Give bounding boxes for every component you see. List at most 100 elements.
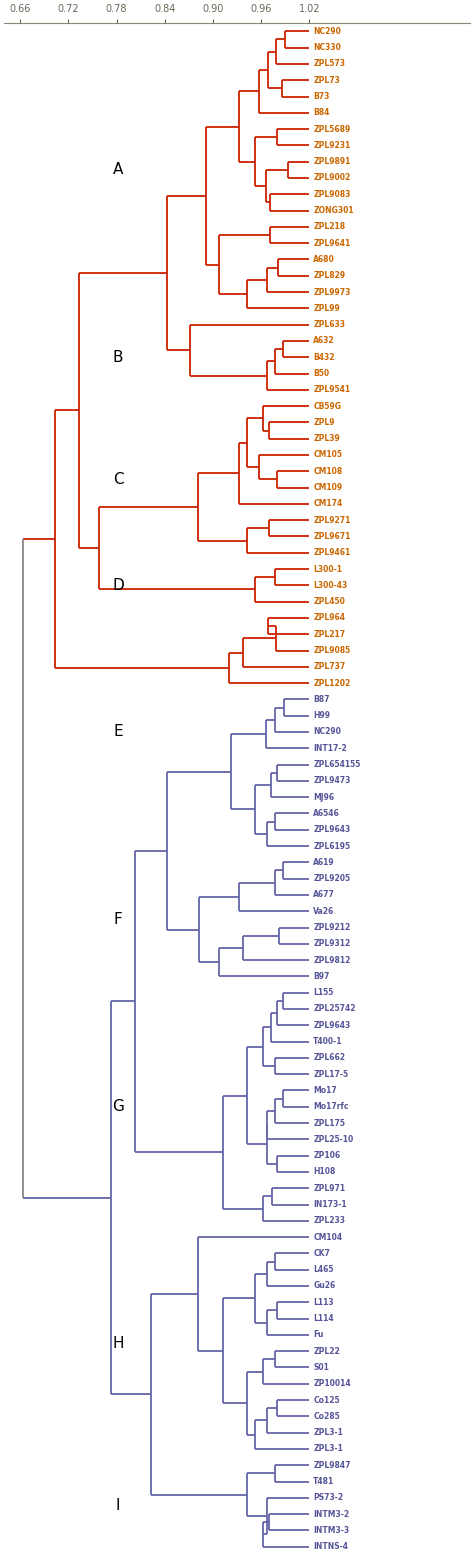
Text: B87: B87 xyxy=(313,695,330,705)
Text: I: I xyxy=(116,1498,120,1514)
Text: ZPL99: ZPL99 xyxy=(313,304,340,313)
Text: NC290: NC290 xyxy=(313,728,341,736)
Text: ZPL25-10: ZPL25-10 xyxy=(313,1135,354,1144)
Text: CM104: CM104 xyxy=(313,1233,342,1241)
Text: CM109: CM109 xyxy=(313,483,342,493)
Text: B432: B432 xyxy=(313,352,335,362)
Text: NC330: NC330 xyxy=(313,44,341,51)
Text: ZPL9973: ZPL9973 xyxy=(313,287,351,296)
Text: ZP10014: ZP10014 xyxy=(313,1380,351,1388)
Text: A680: A680 xyxy=(313,256,335,263)
Text: T481: T481 xyxy=(313,1476,335,1486)
Text: ZPL9847: ZPL9847 xyxy=(313,1461,351,1470)
Text: D: D xyxy=(112,578,124,592)
Text: ZPL9641: ZPL9641 xyxy=(313,239,350,248)
Text: ZPL22: ZPL22 xyxy=(313,1347,340,1356)
Text: INTM3-3: INTM3-3 xyxy=(313,1526,349,1536)
Text: ZPL573: ZPL573 xyxy=(313,59,345,69)
Text: H108: H108 xyxy=(313,1168,336,1177)
Text: L113: L113 xyxy=(313,1297,334,1306)
Text: CM174: CM174 xyxy=(313,499,343,508)
Text: ZPL662: ZPL662 xyxy=(313,1054,345,1062)
Text: Co285: Co285 xyxy=(313,1412,340,1420)
Text: Mo17rfc: Mo17rfc xyxy=(313,1102,349,1112)
Text: H99: H99 xyxy=(313,711,330,720)
Text: CM105: CM105 xyxy=(313,451,342,460)
Text: NC290: NC290 xyxy=(313,27,341,36)
Text: L114: L114 xyxy=(313,1314,334,1324)
Text: CB59G: CB59G xyxy=(313,402,341,410)
Text: ZPL17-5: ZPL17-5 xyxy=(313,1069,348,1079)
Text: L300-1: L300-1 xyxy=(313,564,342,574)
Text: PS73-2: PS73-2 xyxy=(313,1494,343,1503)
Text: ZPL9891: ZPL9891 xyxy=(313,157,351,167)
Text: ZPL9231: ZPL9231 xyxy=(313,140,350,150)
Text: L465: L465 xyxy=(313,1266,334,1274)
Text: H: H xyxy=(112,1336,124,1350)
Text: ZP106: ZP106 xyxy=(313,1151,340,1160)
Text: INT17-2: INT17-2 xyxy=(313,744,347,753)
Text: L300-43: L300-43 xyxy=(313,582,347,589)
Text: C: C xyxy=(113,472,124,486)
Text: ZPL39: ZPL39 xyxy=(313,435,340,443)
Text: INTM3-2: INTM3-2 xyxy=(313,1509,349,1518)
Text: ZPL5689: ZPL5689 xyxy=(313,125,350,134)
Text: ZPL9083: ZPL9083 xyxy=(313,190,351,200)
Text: B84: B84 xyxy=(313,108,329,117)
Text: Fu: Fu xyxy=(313,1330,324,1339)
Text: ZPL633: ZPL633 xyxy=(313,320,345,329)
Text: ZPL9: ZPL9 xyxy=(313,418,335,427)
Text: G: G xyxy=(112,1099,124,1115)
Text: MJ96: MJ96 xyxy=(313,792,334,801)
Text: ZPL9085: ZPL9085 xyxy=(313,645,350,655)
Text: ZPL654155: ZPL654155 xyxy=(313,761,361,769)
Text: B73: B73 xyxy=(313,92,329,101)
Text: ZPL9212: ZPL9212 xyxy=(313,923,350,932)
Text: ZPL9812: ZPL9812 xyxy=(313,956,351,965)
Text: ZONG301: ZONG301 xyxy=(313,206,354,215)
Text: ZPL3-1: ZPL3-1 xyxy=(313,1445,343,1453)
Text: E: E xyxy=(113,725,123,739)
Text: ZPL829: ZPL829 xyxy=(313,271,346,281)
Text: ZPL9312: ZPL9312 xyxy=(313,940,350,948)
Text: CM108: CM108 xyxy=(313,466,343,475)
Text: T400-1: T400-1 xyxy=(313,1037,343,1046)
Text: ZPL964: ZPL964 xyxy=(313,613,345,622)
Text: ZPL73: ZPL73 xyxy=(313,76,340,84)
Text: ZPL9541: ZPL9541 xyxy=(313,385,350,394)
Text: ZPL25742: ZPL25742 xyxy=(313,1004,356,1013)
Text: A: A xyxy=(113,162,123,178)
Text: IN173-1: IN173-1 xyxy=(313,1200,347,1210)
Text: ZPL9671: ZPL9671 xyxy=(313,532,351,541)
Text: ZPL9643: ZPL9643 xyxy=(313,1021,350,1030)
Text: ZPL217: ZPL217 xyxy=(313,630,346,639)
Text: B: B xyxy=(113,349,123,365)
Text: L155: L155 xyxy=(313,988,334,998)
Text: Mo17: Mo17 xyxy=(313,1087,337,1094)
Text: S01: S01 xyxy=(313,1363,329,1372)
Text: ZPL737: ZPL737 xyxy=(313,663,346,672)
Text: ZPL9271: ZPL9271 xyxy=(313,516,351,525)
Text: ZPL3-1: ZPL3-1 xyxy=(313,1428,343,1437)
Text: A6546: A6546 xyxy=(313,809,340,818)
Text: CK7: CK7 xyxy=(313,1249,330,1258)
Text: ZPL450: ZPL450 xyxy=(313,597,345,606)
Text: A677: A677 xyxy=(313,890,335,900)
Text: F: F xyxy=(114,912,123,928)
Text: ZPL9205: ZPL9205 xyxy=(313,875,350,882)
Text: ZPL175: ZPL175 xyxy=(313,1118,345,1127)
Text: Gu26: Gu26 xyxy=(313,1281,336,1291)
Text: ZPL9643: ZPL9643 xyxy=(313,825,350,834)
Text: A632: A632 xyxy=(313,337,335,346)
Text: ZPL9002: ZPL9002 xyxy=(313,173,350,182)
Text: ZPL971: ZPL971 xyxy=(313,1183,346,1193)
Text: ZPL6195: ZPL6195 xyxy=(313,842,350,851)
Text: ZPL218: ZPL218 xyxy=(313,223,346,231)
Text: B97: B97 xyxy=(313,971,329,981)
Text: B50: B50 xyxy=(313,369,329,377)
Text: Co125: Co125 xyxy=(313,1395,340,1405)
Text: ZPL1202: ZPL1202 xyxy=(313,678,350,688)
Text: ZPL233: ZPL233 xyxy=(313,1216,345,1225)
Text: A619: A619 xyxy=(313,857,335,867)
Text: ZPL9461: ZPL9461 xyxy=(313,549,350,557)
